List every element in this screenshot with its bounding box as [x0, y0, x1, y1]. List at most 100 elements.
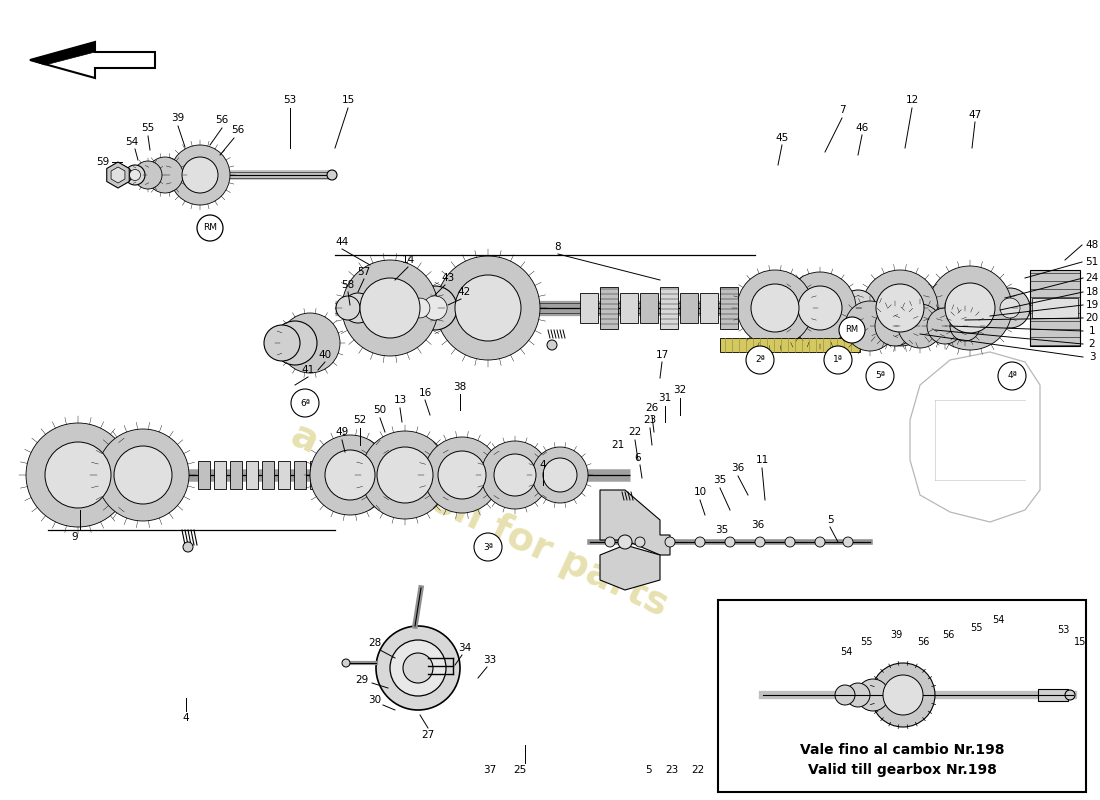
Bar — [262, 461, 274, 489]
Text: 6: 6 — [635, 453, 641, 463]
Text: Valid till gearbox Nr.198: Valid till gearbox Nr.198 — [807, 763, 997, 777]
Circle shape — [839, 317, 865, 343]
Text: 59: 59 — [97, 157, 110, 167]
Circle shape — [746, 346, 774, 374]
Circle shape — [846, 683, 870, 707]
Circle shape — [481, 441, 549, 509]
Circle shape — [342, 659, 350, 667]
Text: 25: 25 — [514, 765, 527, 775]
Bar — [660, 287, 678, 329]
Circle shape — [927, 308, 962, 344]
Text: 15: 15 — [1074, 637, 1086, 647]
Bar — [214, 461, 225, 489]
Circle shape — [197, 215, 223, 241]
Circle shape — [945, 283, 996, 333]
Text: 5: 5 — [645, 765, 651, 775]
Circle shape — [183, 542, 192, 552]
Circle shape — [147, 157, 183, 193]
Text: 16: 16 — [418, 388, 431, 398]
Text: 27: 27 — [421, 730, 434, 740]
Polygon shape — [111, 167, 125, 183]
Bar — [720, 338, 860, 352]
Text: 4: 4 — [540, 460, 547, 470]
Text: 23: 23 — [644, 415, 657, 425]
Circle shape — [342, 260, 438, 356]
Text: 45: 45 — [776, 133, 789, 143]
Circle shape — [862, 270, 938, 346]
Text: 54: 54 — [839, 647, 853, 657]
Circle shape — [273, 321, 317, 365]
Polygon shape — [107, 162, 130, 188]
Circle shape — [618, 535, 632, 549]
Text: 15: 15 — [341, 95, 354, 105]
Text: a passion for parts: a passion for parts — [285, 416, 674, 624]
Circle shape — [390, 640, 446, 696]
Text: 54: 54 — [125, 137, 139, 147]
Text: 36: 36 — [751, 520, 764, 530]
Text: 13: 13 — [394, 395, 407, 405]
Text: 55: 55 — [860, 637, 872, 647]
Bar — [720, 287, 738, 329]
Circle shape — [866, 362, 894, 390]
Text: 43: 43 — [441, 273, 454, 283]
Circle shape — [343, 293, 373, 323]
Circle shape — [635, 537, 645, 547]
Text: 2: 2 — [1089, 339, 1096, 349]
Text: 10: 10 — [693, 487, 706, 497]
Circle shape — [410, 298, 430, 318]
Circle shape — [424, 437, 500, 513]
Circle shape — [324, 450, 375, 500]
Text: 14: 14 — [402, 255, 415, 265]
Polygon shape — [30, 42, 95, 65]
Text: 51: 51 — [1086, 257, 1099, 267]
Bar — [294, 461, 306, 489]
Bar — [1038, 689, 1068, 701]
Text: 18: 18 — [1086, 287, 1099, 297]
Polygon shape — [600, 545, 660, 590]
Text: 20: 20 — [1086, 313, 1099, 323]
Text: 5ª: 5ª — [874, 371, 886, 381]
Bar — [198, 461, 210, 489]
Circle shape — [264, 325, 300, 361]
Text: 24: 24 — [1086, 273, 1099, 283]
Circle shape — [784, 272, 856, 344]
Text: 55: 55 — [970, 623, 982, 633]
Text: 17: 17 — [656, 350, 669, 360]
Circle shape — [928, 266, 1012, 350]
Bar — [580, 293, 598, 323]
Circle shape — [998, 362, 1026, 390]
Circle shape — [532, 447, 588, 503]
Circle shape — [474, 533, 502, 561]
Text: 35: 35 — [715, 525, 728, 535]
Circle shape — [798, 286, 842, 330]
Polygon shape — [600, 490, 670, 555]
Circle shape — [840, 290, 876, 326]
Text: 40: 40 — [318, 350, 331, 360]
Circle shape — [412, 286, 456, 330]
Circle shape — [725, 537, 735, 547]
Text: 44: 44 — [336, 237, 349, 247]
Text: 22: 22 — [692, 765, 705, 775]
Circle shape — [97, 429, 189, 521]
Circle shape — [45, 442, 111, 508]
Circle shape — [402, 290, 438, 326]
Text: 53: 53 — [1057, 625, 1069, 635]
Circle shape — [874, 306, 915, 346]
Text: 50: 50 — [373, 405, 386, 415]
Text: 11: 11 — [756, 455, 769, 465]
Text: 12: 12 — [905, 95, 918, 105]
Circle shape — [666, 537, 675, 547]
Text: 33: 33 — [483, 655, 496, 665]
Text: 46: 46 — [856, 123, 869, 133]
Circle shape — [327, 170, 337, 180]
Bar — [310, 461, 322, 489]
Text: 28: 28 — [368, 638, 382, 648]
Text: 29: 29 — [355, 675, 368, 685]
Circle shape — [120, 170, 129, 179]
Circle shape — [125, 165, 145, 185]
Text: 58: 58 — [341, 280, 354, 290]
Circle shape — [871, 663, 935, 727]
Text: 19: 19 — [1086, 300, 1099, 310]
Circle shape — [310, 435, 390, 515]
Circle shape — [26, 423, 130, 527]
